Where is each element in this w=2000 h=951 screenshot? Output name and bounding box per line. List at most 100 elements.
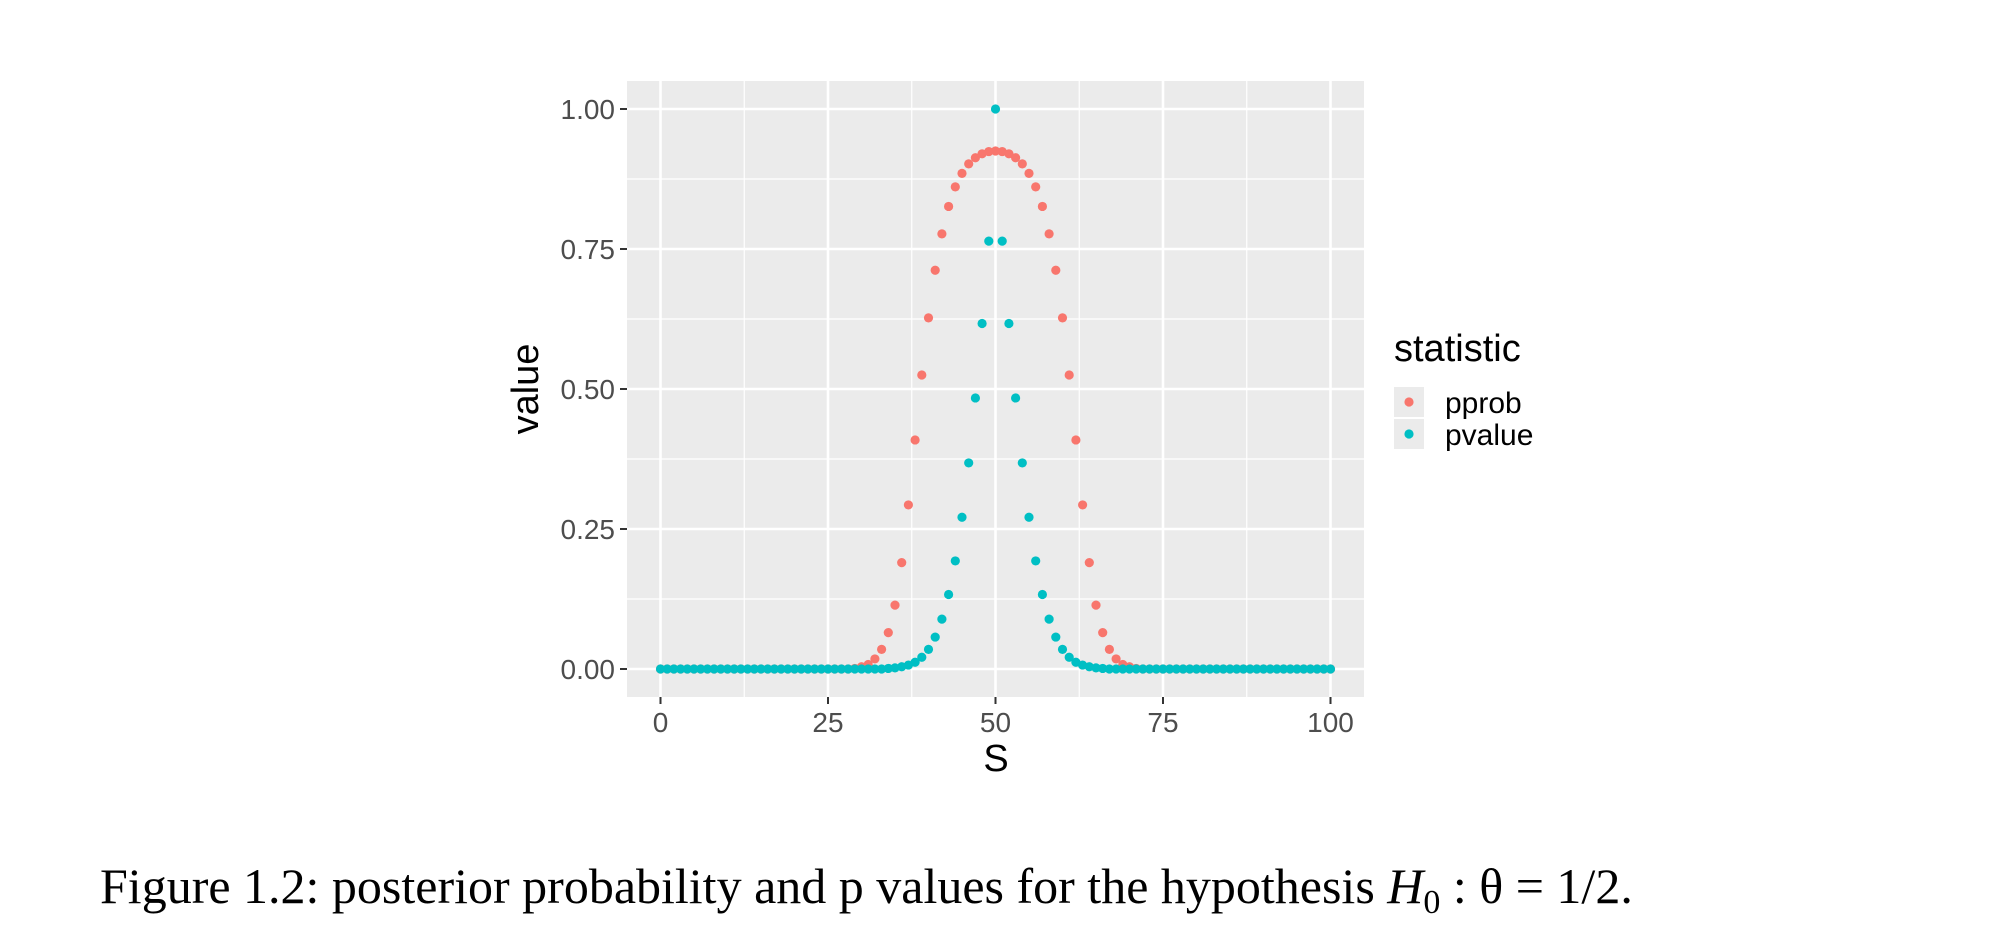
major-gridlines: [627, 81, 1364, 697]
data-point-pvalue: [1265, 664, 1275, 674]
legend-title: statistic: [1394, 328, 1521, 370]
data-point-pvalue: [662, 664, 672, 674]
data-point-pprob: [890, 600, 900, 610]
data-point-pvalue: [1031, 556, 1041, 566]
caption-math-sub: 0: [1423, 884, 1440, 921]
data-point-pprob: [984, 146, 994, 157]
data-point-pprob: [1044, 229, 1054, 239]
data-point-pprob: [870, 654, 880, 664]
y-tick-label: 0.00: [561, 654, 616, 685]
data-point-pvalue: [1138, 664, 1148, 674]
data-point-pvalue: [910, 657, 920, 667]
data-point-pprob: [1111, 654, 1121, 664]
data-point-pprob: [1098, 628, 1108, 638]
legend: statistic pprob pvalue: [1394, 328, 1533, 452]
data-point-pvalue: [930, 632, 940, 642]
data-point-pvalue: [1098, 663, 1108, 674]
data-point-pvalue: [1151, 664, 1161, 674]
data-point-pvalue: [1024, 512, 1034, 522]
y-tick-label: 0.50: [561, 374, 616, 405]
data-point-pvalue: [1037, 589, 1047, 600]
data-point-pprob: [990, 146, 1001, 156]
x-tick-label: 0: [653, 707, 669, 738]
data-point-pprob: [923, 313, 934, 323]
data-point-pvalue: [984, 236, 994, 246]
data-point-pvalue: [843, 664, 853, 674]
data-point-pvalue: [997, 236, 1007, 246]
data-point-pvalue: [682, 664, 692, 674]
data-point-pprob: [1024, 168, 1034, 178]
data-point-pvalue: [816, 664, 826, 674]
data-point-pprob: [903, 500, 914, 510]
data-point-pvalue: [776, 664, 786, 674]
data-point-pvalue: [763, 664, 773, 674]
data-point-pvalue: [1225, 664, 1235, 674]
data-point-pprob: [937, 229, 947, 239]
data-point-pvalue: [1191, 664, 1202, 674]
data-point-pprob: [877, 644, 887, 655]
y-axis: 0.00 0.25 0.50 0.75 1.00: [561, 94, 627, 685]
data-point-pvalue: [796, 664, 806, 674]
data-point-pvalue: [810, 664, 820, 674]
data-point-pvalue: [722, 664, 733, 674]
data-point-pvalue: [702, 664, 713, 674]
data-point-pvalue: [1004, 318, 1014, 329]
x-tick-label: 100: [1307, 707, 1354, 738]
data-point-pvalue: [1145, 664, 1155, 674]
data-point-pvalue: [1325, 664, 1336, 674]
data-point-pprob: [1057, 313, 1068, 323]
data-point-pvalue: [655, 664, 666, 674]
data-point-pprob: [917, 370, 927, 380]
data-point-pprob: [944, 201, 954, 212]
data-point-pvalue: [836, 664, 847, 674]
x-tick-label: 50: [980, 707, 1011, 738]
data-point-pvalue: [1212, 664, 1222, 674]
data-point-pvalue: [883, 663, 893, 674]
data-point-pvalue: [1198, 664, 1208, 674]
data-point-pvalue: [977, 318, 987, 329]
data-point-pvalue: [923, 644, 934, 655]
data-point-pvalue: [1299, 664, 1309, 674]
legend-marker-pvalue: [1404, 429, 1414, 439]
data-point-pvalue: [917, 652, 927, 662]
y-tick-label: 0.25: [561, 514, 616, 545]
data-point-pvalue: [729, 664, 739, 674]
data-point-pvalue: [1238, 664, 1248, 674]
data-point-pvalue: [736, 664, 746, 674]
data-point-pvalue: [716, 664, 726, 674]
data-point-pvalue: [756, 664, 766, 674]
data-point-pvalue: [1218, 664, 1228, 674]
data-point-pvalue: [1044, 614, 1054, 624]
data-point-pvalue: [1292, 664, 1302, 674]
data-point-pvalue: [830, 664, 840, 674]
x-tick-label: 25: [812, 707, 843, 738]
data-point-pvalue: [1124, 664, 1135, 674]
data-point-pprob: [930, 265, 940, 275]
data-point-pprob: [897, 558, 907, 568]
data-point-pprob: [1037, 201, 1047, 212]
data-point-pvalue: [1011, 393, 1021, 403]
data-point-pvalue: [769, 664, 780, 674]
data-point-pvalue: [1104, 664, 1114, 674]
data-point-pvalue: [1091, 663, 1101, 673]
data-point-pprob: [1064, 370, 1074, 380]
data-point-pprob: [1011, 153, 1021, 163]
data-point-pvalue: [1165, 664, 1175, 674]
data-point-pvalue: [856, 664, 867, 674]
data-point-pvalue: [676, 664, 686, 674]
caption-text: Figure 1.2: posterior probability and p …: [100, 858, 1387, 914]
data-point-pprob: [1078, 500, 1088, 510]
x-axis: 0 25 50 75 100: [653, 697, 1354, 738]
data-point-pprob: [1017, 159, 1027, 169]
y-axis-title: value: [505, 344, 547, 435]
data-point-pvalue: [1305, 664, 1315, 674]
legend-label-pvalue: pvalue: [1445, 419, 1533, 452]
data-point-pvalue: [1057, 644, 1068, 655]
caption-math-rest: : θ = 1/2.: [1440, 858, 1632, 914]
data-point-pvalue: [1252, 664, 1262, 674]
data-point-pvalue: [964, 458, 974, 468]
data-point-pvalue: [1205, 664, 1215, 674]
data-point-pvalue: [937, 614, 947, 624]
x-tick-label: 75: [1147, 707, 1178, 738]
data-point-pvalue: [870, 664, 880, 674]
